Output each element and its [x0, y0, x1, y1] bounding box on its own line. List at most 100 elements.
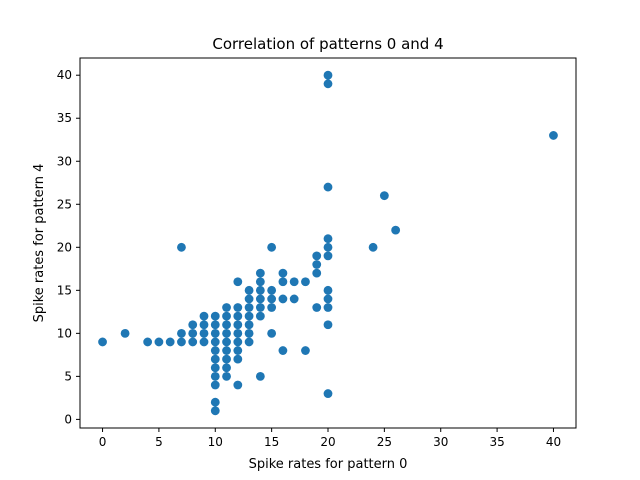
data-point: [312, 268, 322, 278]
data-point: [278, 277, 288, 287]
y-tick-label: 35: [57, 111, 72, 125]
data-point: [233, 346, 243, 355]
data-point: [312, 251, 322, 261]
data-point: [222, 303, 231, 312]
data-point: [244, 311, 254, 321]
data-point: [222, 371, 231, 381]
data-point: [312, 303, 322, 312]
data-point: [222, 363, 231, 373]
data-point: [301, 346, 310, 355]
data-point: [188, 337, 198, 347]
data-point: [120, 328, 130, 338]
data-point: [177, 242, 186, 252]
data-point: [233, 320, 243, 330]
data-point: [210, 311, 220, 321]
data-point: [222, 354, 231, 364]
data-point: [391, 225, 401, 235]
data-point: [278, 294, 288, 304]
y-tick-label: 5: [64, 369, 72, 383]
y-tick-label: 20: [57, 240, 72, 254]
data-point: [323, 234, 333, 244]
data-point: [323, 182, 333, 192]
data-point: [233, 277, 243, 287]
y-tick-label: 15: [57, 283, 72, 297]
data-point: [233, 311, 243, 321]
x-tick-label: 10: [208, 435, 223, 449]
chart-title: Correlation of patterns 0 and 4: [212, 35, 443, 53]
data-point: [289, 277, 299, 287]
y-tick-label: 0: [64, 412, 72, 426]
data-point: [255, 268, 265, 278]
data-point: [323, 251, 333, 261]
data-point: [199, 337, 209, 347]
data-point: [267, 294, 277, 304]
x-tick-label: 30: [433, 435, 448, 449]
data-point: [255, 311, 265, 321]
data-point: [244, 328, 254, 338]
data-point: [379, 191, 389, 201]
data-point: [267, 303, 277, 312]
data-point: [98, 337, 107, 347]
data-point: [233, 303, 243, 312]
data-point: [278, 268, 288, 278]
data-point: [323, 294, 333, 304]
data-point: [323, 79, 333, 89]
data-point: [210, 354, 220, 364]
data-point: [244, 337, 254, 347]
data-point: [143, 337, 153, 347]
data-point: [549, 131, 558, 140]
data-point: [267, 328, 277, 338]
plot-frame: [79, 57, 577, 429]
data-point: [312, 260, 322, 269]
data-point: [244, 294, 254, 304]
x-tick-label: 35: [489, 435, 504, 449]
data-point: [210, 363, 220, 373]
data-point: [323, 303, 333, 312]
data-point: [210, 406, 220, 416]
x-tick-label: 5: [155, 435, 163, 449]
data-point: [177, 337, 186, 347]
data-point: [255, 371, 265, 381]
data-point: [255, 285, 265, 295]
y-tick-label: 10: [57, 326, 72, 340]
data-point: [210, 397, 220, 407]
data-point: [222, 346, 231, 355]
x-tick-label: 0: [99, 435, 107, 449]
data-point: [210, 320, 220, 330]
data-point: [210, 328, 220, 338]
data-point: [233, 354, 243, 364]
data-point: [222, 320, 231, 330]
data-point: [323, 242, 333, 252]
data-point: [188, 328, 198, 338]
data-point: [210, 371, 220, 381]
data-point: [278, 346, 288, 355]
data-point: [210, 380, 220, 390]
data-point: [267, 285, 277, 295]
data-point: [323, 285, 333, 295]
data-point: [210, 337, 220, 347]
data-point: [244, 320, 254, 330]
data-point: [323, 70, 333, 80]
data-point: [222, 328, 231, 338]
data-point: [267, 242, 277, 252]
data-point: [199, 320, 209, 330]
data-point: [301, 277, 310, 287]
data-point: [154, 337, 164, 347]
data-point: [244, 285, 254, 295]
y-tick-label: 40: [57, 68, 72, 82]
data-point: [222, 337, 231, 347]
data-point: [368, 242, 378, 252]
x-tick-label: 40: [546, 435, 561, 449]
data-point: [199, 328, 209, 338]
x-tick-label: 20: [320, 435, 335, 449]
y-tick-label: 30: [57, 154, 72, 168]
data-point: [255, 303, 265, 312]
data-point: [255, 294, 265, 304]
data-point: [233, 380, 243, 390]
data-point: [323, 320, 333, 330]
ticks-layer: 0 5 10 15 20 25 30 35 40 0 5 10 15 20 25 30 35 40: [57, 68, 561, 449]
data-point: [323, 389, 333, 398]
points-layer: [98, 70, 558, 416]
